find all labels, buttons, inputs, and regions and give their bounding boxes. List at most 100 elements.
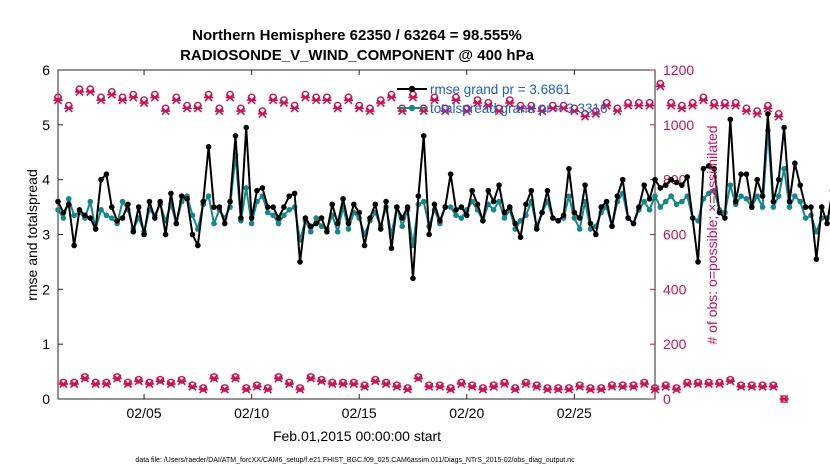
totalspread-point: [673, 201, 680, 208]
rmse-point: [458, 204, 465, 210]
obs-possible-marker: [296, 384, 304, 392]
obs-assimilated-marker: [505, 98, 515, 108]
totalspread-point: [657, 204, 664, 210]
obs-assimilated-marker: [548, 104, 558, 113]
totalspread-point: [447, 204, 454, 210]
totalspread-point: [399, 223, 406, 230]
obs-assimilated-marker: [354, 104, 364, 113]
obs-possible-marker: [317, 375, 326, 384]
obs-assimilated-marker: [69, 379, 79, 389]
totalspread-point: [668, 193, 674, 199]
obs-assimilated-marker: [327, 379, 337, 389]
obs-possible-marker: [500, 378, 509, 387]
rmse-point: [173, 220, 180, 227]
rmse-point: [496, 182, 502, 188]
chart-title-line1: Northern Hemisphere 62350 / 63264 = 98.5…: [192, 27, 522, 44]
obs-assimilated-marker: [693, 379, 703, 389]
rmse-point: [313, 220, 319, 227]
totalspread-point: [759, 204, 766, 210]
rmse-point: [770, 198, 777, 205]
legend-spread-marker: [408, 104, 416, 112]
rmse-point: [92, 226, 99, 232]
rmse-point: [485, 187, 492, 194]
obs-assimilated-marker: [225, 93, 235, 102]
rmse-point: [221, 220, 228, 227]
plot-area: [57, 69, 656, 400]
rmse-point: [340, 196, 346, 202]
rmse-point: [544, 187, 551, 194]
y-right-tick-label: 600: [663, 227, 687, 243]
rmse-point: [646, 196, 653, 202]
rmse-point: [808, 204, 814, 210]
obs-assimilated-marker: [220, 385, 230, 394]
obs-possible-marker: [672, 384, 681, 392]
obs-assimilated-marker: [306, 374, 316, 383]
obs-assimilated-marker: [553, 385, 563, 394]
rmse-point: [71, 242, 77, 249]
rmse-point: [630, 220, 637, 227]
rmse-point: [420, 133, 427, 139]
obs-possible-marker: [737, 381, 745, 390]
obs-assimilated-marker: [489, 382, 499, 391]
rmse-point: [324, 228, 330, 235]
rmse-point: [152, 215, 158, 221]
rmse-point: [603, 198, 610, 205]
rmse-point: [404, 204, 411, 210]
totalspread-point: [792, 193, 798, 199]
rmse-point: [501, 209, 508, 216]
obs-possible-marker: [285, 378, 294, 387]
obs-possible-marker: [263, 384, 272, 392]
y-right-tick-label: 0: [663, 391, 671, 407]
y-left-tick-label: 4: [42, 172, 50, 188]
obs-possible-marker: [253, 381, 261, 390]
obs-possible-marker: [156, 375, 165, 384]
obs-assimilated-marker: [290, 104, 300, 113]
left-axis: 0 1 2 3 4 5 6: [42, 62, 63, 407]
obs-possible-marker: [210, 373, 218, 381]
obs-assimilated-marker: [370, 377, 380, 386]
obs-assimilated-marker: [774, 112, 784, 121]
obs-assimilated-marker: [91, 379, 101, 389]
rmse-point: [130, 228, 137, 235]
obs-assimilated-marker: [747, 382, 757, 391]
rmse-point: [334, 220, 341, 227]
rmse-point: [114, 217, 120, 224]
y-left-tick-label: 5: [42, 117, 50, 133]
totalspread-point: [307, 228, 314, 235]
obs-assimilated-marker: [607, 382, 617, 391]
rmse-point: [307, 223, 314, 230]
obs-assimilated-marker: [601, 101, 612, 110]
obs-assimilated-marker: [150, 93, 160, 102]
rmse-series: [55, 111, 830, 282]
legend-rmse-marker: [408, 85, 416, 93]
obs-assimilated-marker: [532, 382, 542, 391]
obs-assimilated-marker: [123, 379, 133, 389]
rmse-point: [415, 193, 422, 199]
rmse-point: [523, 201, 529, 208]
rmse-point: [388, 245, 395, 252]
totalspread-point: [243, 185, 250, 191]
rmse-point: [705, 163, 712, 169]
totalspread-point: [286, 207, 293, 213]
rmse-point: [722, 215, 728, 221]
obs-assimilated-marker: [381, 379, 391, 389]
x-tick-label: 02/05: [127, 405, 162, 421]
obs-possible-marker: [565, 384, 573, 392]
rmse-point: [108, 204, 115, 210]
totalspread-point: [813, 228, 820, 235]
obs-assimilated-marker: [144, 379, 155, 389]
obs-possible-marker: [199, 384, 208, 392]
totalspread-point: [786, 204, 793, 210]
rmse-point: [517, 234, 524, 241]
rmse-point: [506, 204, 513, 210]
obs-possible-marker: [586, 384, 595, 392]
obs-assimilated-marker: [677, 104, 687, 113]
rmse-point: [582, 182, 588, 188]
rmse-point: [792, 160, 798, 167]
rmse-point: [824, 220, 830, 227]
rmse-point: [286, 193, 293, 199]
totalspread-point: [205, 193, 212, 199]
rmse-point: [291, 190, 298, 197]
rmse-point: [689, 215, 696, 221]
